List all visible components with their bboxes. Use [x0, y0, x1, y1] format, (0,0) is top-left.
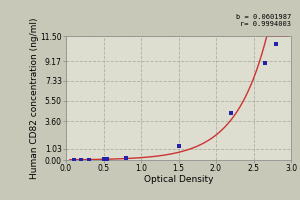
Point	[274, 42, 278, 45]
Point	[86, 158, 91, 161]
X-axis label: Optical Density: Optical Density	[144, 175, 213, 184]
Text: b = 0.0601987
r= 0.9994003: b = 0.0601987 r= 0.9994003	[236, 14, 291, 27]
Y-axis label: Human CD82 concentration (ng/ml): Human CD82 concentration (ng/ml)	[30, 17, 39, 179]
Point	[79, 158, 83, 162]
Point	[124, 156, 128, 159]
Point	[262, 61, 267, 65]
Point	[229, 111, 233, 114]
Point	[101, 158, 106, 161]
Point	[176, 144, 181, 148]
Point	[71, 158, 76, 162]
Point	[105, 157, 110, 161]
